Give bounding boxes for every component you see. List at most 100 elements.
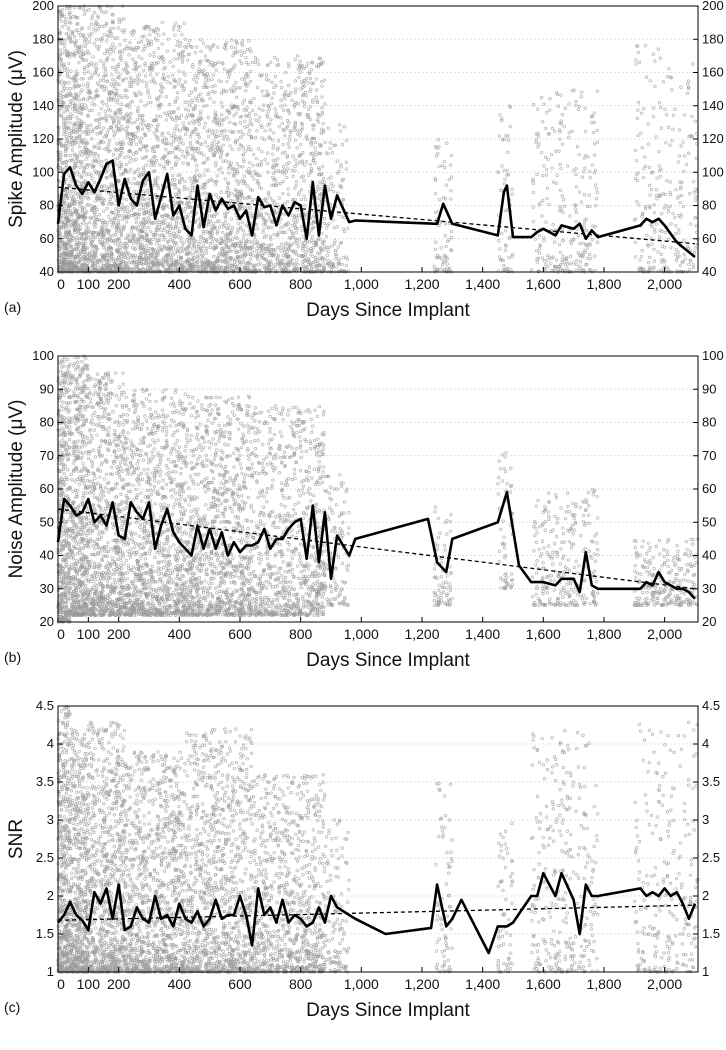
scatter-point xyxy=(179,236,183,240)
scatter-point xyxy=(90,101,94,105)
scatter-point xyxy=(212,132,217,137)
scatter-point xyxy=(179,113,184,118)
scatter-point xyxy=(102,184,107,188)
scatter-point xyxy=(255,242,259,246)
scatter-point xyxy=(119,226,123,230)
scatter-point xyxy=(301,150,305,155)
scatter-point xyxy=(104,114,108,118)
scatter-point xyxy=(84,130,88,134)
scatter-point xyxy=(71,126,75,130)
scatter-point xyxy=(118,43,122,47)
scatter-point xyxy=(166,131,170,135)
scatter-point xyxy=(59,153,63,157)
scatter-point xyxy=(132,80,136,85)
scatter-point xyxy=(103,51,107,56)
scatter-point xyxy=(219,91,224,95)
scatter-point xyxy=(289,248,294,253)
scatter-point xyxy=(76,45,80,49)
scatter-point xyxy=(241,153,245,157)
scatter-point xyxy=(194,173,198,177)
scatter-point xyxy=(262,103,266,107)
scatter-point xyxy=(296,132,300,136)
scatter-point xyxy=(206,92,210,97)
scatter-point xyxy=(102,264,106,268)
scatter-point xyxy=(89,123,93,127)
scatter-point xyxy=(174,160,178,164)
scatter-point xyxy=(73,255,78,259)
scatter-point xyxy=(310,81,314,85)
scatter-point xyxy=(117,255,121,259)
scatter-point xyxy=(296,226,300,231)
scatter-point xyxy=(71,144,75,148)
scatter-point xyxy=(136,225,140,229)
scatter-point xyxy=(444,244,448,249)
scatter-point xyxy=(203,238,207,243)
scatter-point xyxy=(180,60,185,64)
scatter-point xyxy=(64,251,68,255)
scatter-point xyxy=(319,131,324,135)
scatter-point xyxy=(228,72,232,76)
scatter-point xyxy=(66,207,71,211)
scatter-point xyxy=(155,125,159,129)
scatter-point xyxy=(323,140,327,145)
scatter-point xyxy=(93,265,98,269)
scatter-point xyxy=(92,27,96,31)
scatter-point xyxy=(275,148,279,152)
scatter-point xyxy=(75,73,79,77)
scatter-point xyxy=(115,108,120,113)
scatter-point xyxy=(109,45,113,49)
scatter-point xyxy=(162,60,166,64)
scatter-point xyxy=(170,110,174,114)
scatter-point xyxy=(213,183,218,187)
scatter-point xyxy=(227,171,231,175)
scatter-point xyxy=(141,205,146,210)
scatter-point xyxy=(98,78,102,82)
scatter-point xyxy=(210,61,214,65)
scatter-point xyxy=(59,19,64,23)
scatter-point xyxy=(115,82,119,86)
scatter-point xyxy=(160,42,164,46)
scatter-point xyxy=(247,132,251,136)
scatter-point xyxy=(140,56,144,61)
scatter-point xyxy=(125,135,129,140)
scatter-point xyxy=(242,232,246,236)
scatter-point xyxy=(265,63,270,67)
scatter-point xyxy=(67,81,71,85)
scatter-point xyxy=(179,138,183,142)
scatter-point xyxy=(71,114,75,118)
scatter-point xyxy=(134,226,138,230)
scatter-point xyxy=(345,138,349,143)
scatter-point xyxy=(173,33,177,37)
scatter-point xyxy=(136,109,140,113)
scatter-point xyxy=(255,250,259,254)
scatter-point xyxy=(166,37,170,41)
scatter-point xyxy=(190,100,194,105)
scatter-point xyxy=(158,163,162,167)
scatter-point xyxy=(146,196,150,201)
scatter-point xyxy=(213,151,217,155)
scatter-point xyxy=(124,162,129,167)
scatter-point xyxy=(102,79,106,83)
scatter-point xyxy=(134,151,138,155)
scatter-point xyxy=(303,241,307,245)
scatter-point xyxy=(192,129,196,134)
scatter-point xyxy=(106,107,111,111)
scatter-point xyxy=(101,258,105,262)
scatter-point xyxy=(152,247,156,252)
scatter-point xyxy=(271,158,275,162)
scatter-point xyxy=(66,240,70,244)
scatter-point xyxy=(182,210,186,214)
scatter-point xyxy=(216,60,220,64)
scatter-point xyxy=(220,118,225,122)
scatter-point xyxy=(201,99,205,103)
scatter-point xyxy=(104,267,108,272)
scatter-point xyxy=(76,85,80,89)
scatter-point xyxy=(340,215,344,219)
scatter-point xyxy=(297,75,301,80)
scatter-point xyxy=(266,244,270,248)
scatter-point xyxy=(296,102,300,106)
scatter-point xyxy=(221,225,226,229)
scatter-point xyxy=(136,82,140,86)
scatter-point xyxy=(143,46,147,51)
scatter-point xyxy=(204,257,208,262)
